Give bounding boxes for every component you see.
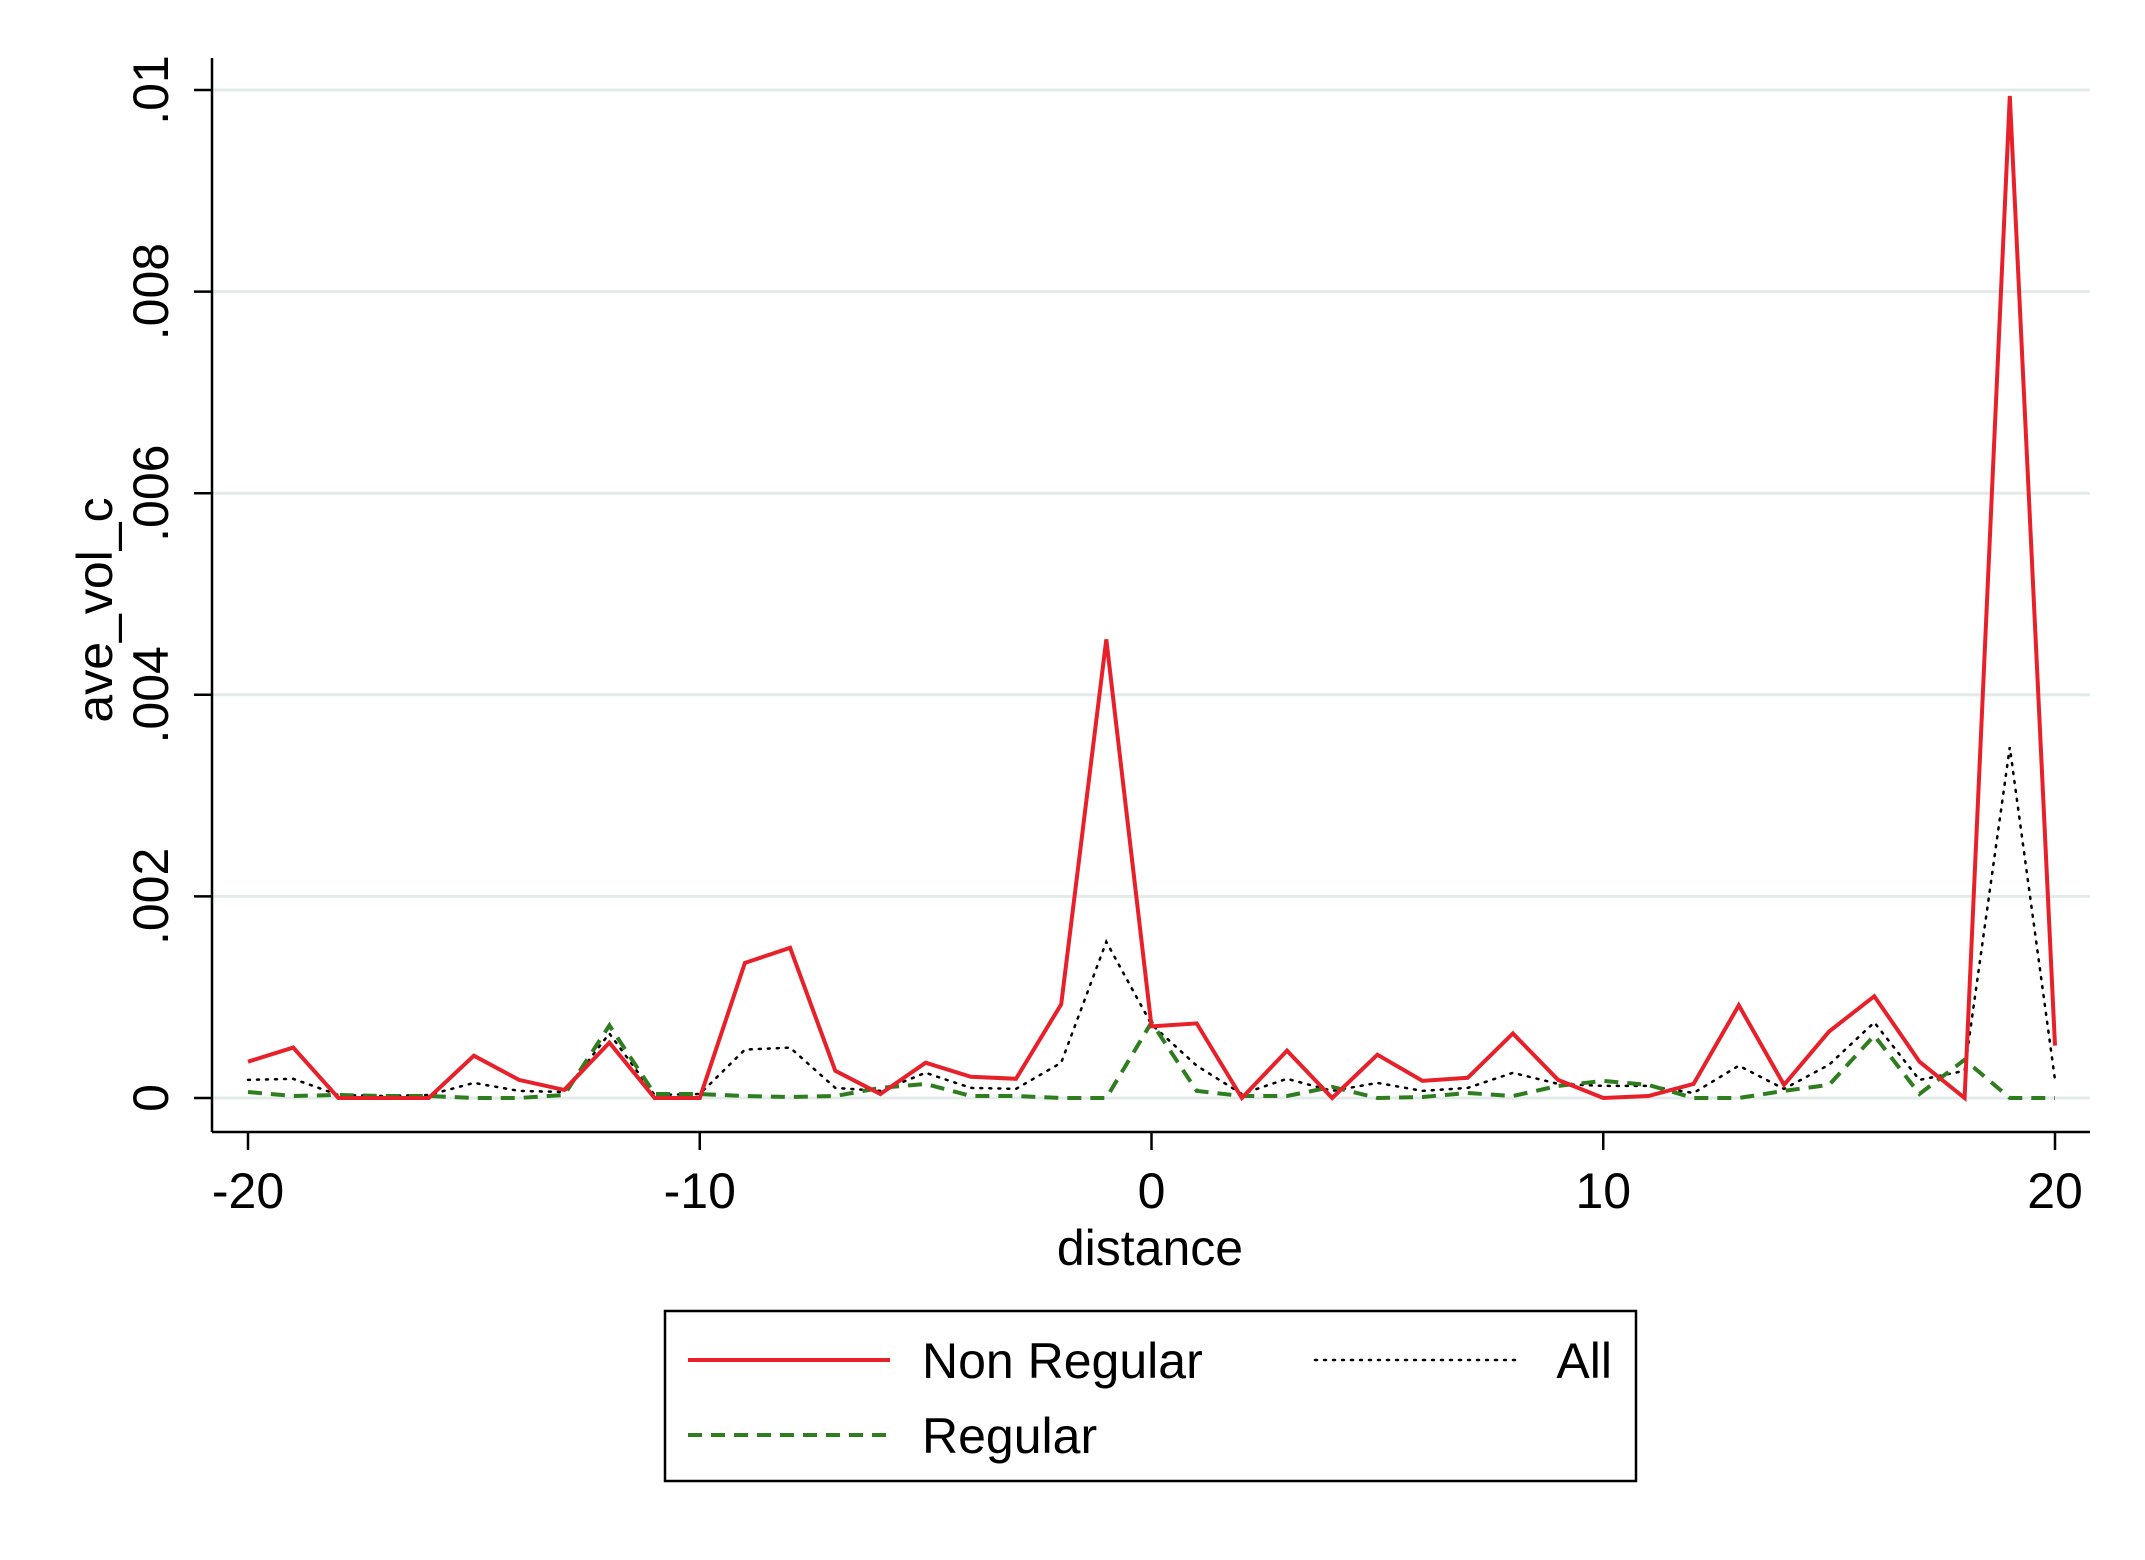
x-tick-label: -20 (212, 1163, 284, 1219)
legend-label-all: All (1556, 1333, 1612, 1389)
y-axis-label: ave_vol_c (67, 497, 123, 722)
y-tick-label: .01 (123, 55, 179, 125)
series-group (246, 95, 2057, 1103)
legend-label-regular: Regular (922, 1408, 1097, 1464)
x-tick-label: 0 (1138, 1163, 1166, 1219)
legend-box (663, 1309, 1638, 1483)
y-tick-label: 0 (123, 1084, 179, 1112)
y-tick-label: .006 (123, 445, 179, 542)
x-tick-label: 10 (1575, 1163, 1631, 1219)
legend: Non Regular Regular All (663, 1309, 1638, 1483)
series-line-non-regular (247, 95, 2057, 1103)
y-tick-label: .002 (123, 848, 179, 945)
legend-label-non-regular: Non Regular (922, 1333, 1203, 1389)
x-tick-label: -10 (664, 1163, 736, 1219)
x-axis-label: distance (1057, 1220, 1243, 1276)
series-line-all (246, 747, 2057, 1098)
x-tick-label: 20 (2027, 1163, 2083, 1219)
y-tick-label: .008 (123, 243, 179, 340)
y-tick-label: .004 (123, 646, 179, 743)
axes: 0 .002 .004 .006 .008 .01 -20 -10 0 10 20 (123, 55, 2090, 1219)
